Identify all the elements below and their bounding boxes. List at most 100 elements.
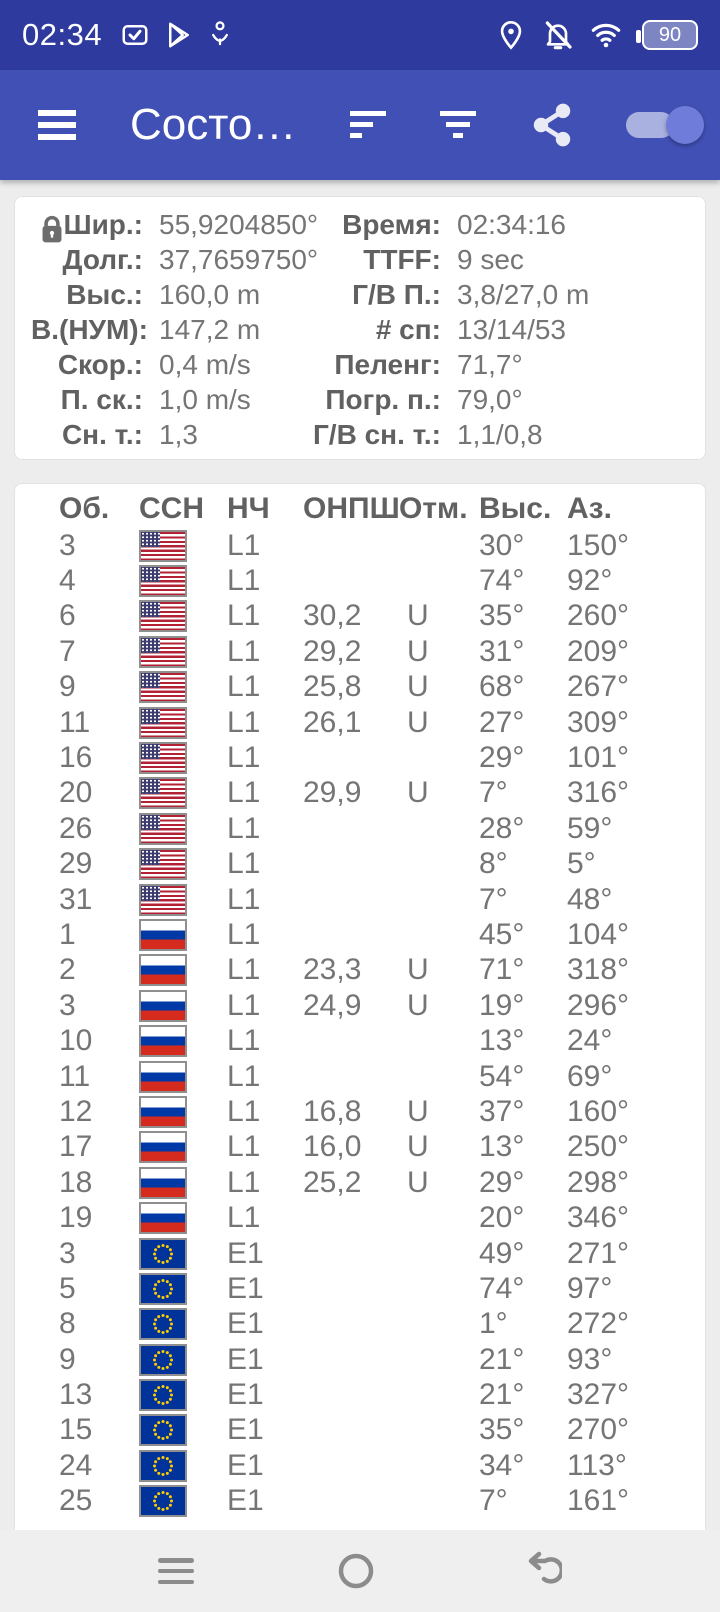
elevation-value: 29° — [479, 1165, 525, 1199]
nav-back-icon — [528, 1551, 562, 1584]
carrier-frequency: L1 — [227, 741, 261, 775]
constellation-cell — [139, 529, 227, 562]
russia-flag-icon — [139, 1202, 187, 1235]
azimuth-value: 92° — [567, 564, 613, 598]
info-value: 1,3 — [159, 419, 198, 450]
azimuth-value: 271° — [567, 1236, 630, 1270]
carrier-frequency: E1 — [227, 1413, 264, 1447]
info-value: 71,7° — [457, 349, 523, 380]
satellite-row: 24 E1 34° 113° — [59, 1448, 695, 1483]
azimuth-value: 267° — [567, 670, 630, 704]
constellation-cell — [139, 989, 227, 1022]
carrier-frequency: L1 — [227, 988, 261, 1022]
carrier-frequency: E1 — [227, 1342, 264, 1376]
info-value: 3,8/27,0 m — [457, 279, 590, 310]
nav-home-button[interactable] — [336, 1551, 376, 1591]
info-label: В.(НУМ): — [31, 314, 148, 345]
used-in-fix-flag: U — [407, 953, 429, 987]
constellation-cell — [139, 1131, 227, 1164]
info-label: Время: — [342, 209, 441, 240]
info-value: 37,7659750° — [159, 244, 319, 275]
elevation-value: 13° — [479, 1024, 525, 1058]
constellation-cell — [139, 1485, 227, 1518]
constellation-cell — [139, 883, 227, 916]
azimuth-value: 69° — [567, 1059, 613, 1093]
constellation-cell — [139, 1272, 227, 1305]
satellite-id: 17 — [59, 1130, 93, 1164]
elevation-value: 74° — [479, 564, 525, 598]
satellite-row: 3 L1 30° 150° — [59, 528, 695, 563]
azimuth-value: 59° — [567, 811, 613, 845]
share-button[interactable] — [530, 101, 574, 149]
usa-flag-icon — [139, 600, 187, 633]
sort-button[interactable] — [350, 111, 388, 139]
gps-toggle[interactable] — [626, 105, 704, 145]
elevation-value: 35° — [479, 1413, 525, 1447]
used-in-fix-flag: U — [407, 1165, 429, 1199]
carrier-frequency: L1 — [227, 1024, 261, 1058]
constellation-cell — [139, 1060, 227, 1093]
cn0-value: 23,3 — [303, 953, 362, 987]
russia-flag-icon — [139, 954, 187, 987]
share-icon — [533, 103, 571, 147]
constellation-cell — [139, 812, 227, 845]
menu-icon[interactable] — [38, 110, 76, 140]
russia-flag-icon — [139, 1131, 187, 1164]
azimuth-value: 93° — [567, 1342, 613, 1376]
azimuth-value: 209° — [567, 634, 630, 668]
cn0-value: 24,9 — [303, 988, 362, 1022]
russia-flag-icon — [139, 1025, 187, 1058]
satellite-id: 15 — [59, 1413, 93, 1447]
satellite-id: 12 — [59, 1094, 93, 1128]
satellite-row: 10 L1 13° 24° — [59, 1023, 695, 1058]
elevation-value: 37° — [479, 1094, 525, 1128]
azimuth-value: 260° — [567, 599, 630, 633]
elevation-value: 28° — [479, 811, 525, 845]
info-label: Выс.: — [66, 279, 143, 310]
cn0-value: 25,8 — [303, 670, 362, 704]
satellite-row: 9 L1 25,8 U 68° 267° — [59, 670, 695, 705]
russia-flag-icon — [139, 1095, 187, 1128]
column-header: Выс. — [479, 492, 552, 525]
satellite-row: 20 L1 29,9 U 7° 316° — [59, 776, 695, 811]
filter-button[interactable] — [440, 111, 478, 139]
carrier-frequency: L1 — [227, 1094, 261, 1128]
location-on-icon — [495, 19, 527, 51]
satellite-id: 31 — [59, 882, 93, 916]
carrier-frequency: L1 — [227, 1165, 261, 1199]
constellation-cell — [139, 1166, 227, 1199]
azimuth-value: 160° — [567, 1094, 630, 1128]
satellite-row: 25 E1 7° 161° — [59, 1484, 695, 1519]
elevation-value: 20° — [479, 1201, 525, 1235]
elevation-value: 34° — [479, 1448, 525, 1482]
nav-menu-button[interactable] — [158, 1558, 194, 1584]
toggle-thumb — [666, 106, 704, 144]
satellite-id: 3 — [59, 988, 76, 1022]
elevation-value: 35° — [479, 599, 525, 633]
constellation-cell — [139, 565, 227, 598]
eu-flag-icon — [139, 1272, 187, 1305]
eu-flag-icon — [139, 1237, 187, 1270]
constellation-cell — [139, 635, 227, 668]
eu-flag-icon — [139, 1449, 187, 1482]
navigation-bar — [0, 1530, 720, 1612]
carrier-frequency: L1 — [227, 953, 261, 987]
elevation-value: 1° — [479, 1307, 508, 1341]
nav-back-button[interactable] — [518, 1551, 562, 1591]
fix-info-card: Шир.: 55,9204850° Время: 02:34:16 Долг.: 37,7… — [14, 196, 706, 460]
satellite-row: 31 L1 7° 48° — [59, 882, 695, 917]
satellite-id: 1 — [59, 917, 76, 951]
constellation-cell — [139, 1308, 227, 1341]
eu-flag-icon — [139, 1379, 187, 1412]
used-in-fix-flag: U — [407, 776, 429, 810]
satellite-id: 19 — [59, 1201, 93, 1235]
elevation-value: 31° — [479, 634, 525, 668]
column-header: Об. — [59, 492, 110, 525]
carrier-frequency: L1 — [227, 599, 261, 633]
wifi-icon — [589, 19, 623, 51]
azimuth-value: 346° — [567, 1201, 630, 1235]
info-label: TTFF: — [363, 244, 441, 275]
azimuth-value: 97° — [567, 1271, 613, 1305]
usa-flag-icon — [139, 671, 187, 704]
info-value: 160,0 m — [159, 279, 261, 310]
